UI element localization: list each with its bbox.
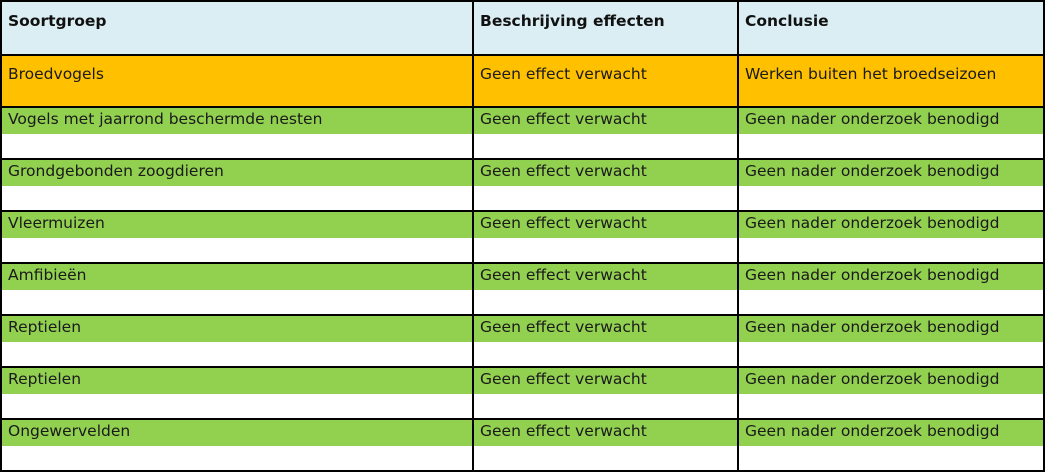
- cell-effecten: Geen effect verwacht: [474, 264, 739, 290]
- spacer-cell: [739, 134, 1043, 158]
- cell-effecten: Geen effect verwacht: [474, 420, 739, 446]
- table-row: Grondgebonden zoogdieren Geen effect ver…: [2, 160, 1043, 186]
- cell-conclusie: Geen nader onderzoek benodigd: [739, 316, 1043, 342]
- spacer-cell: [739, 394, 1043, 418]
- spacer-cell: [739, 186, 1043, 210]
- cell-soortgroep: Reptielen: [2, 368, 474, 394]
- spacer-cell: [2, 238, 474, 262]
- spacer-cell: [2, 446, 474, 470]
- spacer-cell: [474, 134, 739, 158]
- spacer-cell: [474, 446, 739, 470]
- header-soortgroep: Soortgroep: [2, 2, 474, 54]
- cell-conclusie: Geen nader onderzoek benodigd: [739, 160, 1043, 186]
- spacer-cell: [2, 342, 474, 366]
- divider: [2, 366, 1043, 368]
- table-row: Reptielen Geen effect verwacht Geen nade…: [2, 368, 1043, 394]
- spacer-cell: [2, 134, 474, 158]
- cell-soortgroep: Vleermuizen: [2, 212, 474, 238]
- table-row-spacer: [2, 238, 1043, 262]
- table-row: Vogels met jaarrond beschermde nesten Ge…: [2, 108, 1043, 134]
- cell-soortgroep: Reptielen: [2, 316, 474, 342]
- spacer-cell: [474, 290, 739, 314]
- cell-conclusie: Werken buiten het broedseizoen: [739, 56, 1043, 106]
- divider: [2, 210, 1043, 212]
- cell-effecten: Geen effect verwacht: [474, 316, 739, 342]
- header-beschrijving-effecten: Beschrijving effecten: [474, 2, 739, 54]
- cell-conclusie: Geen nader onderzoek benodigd: [739, 368, 1043, 394]
- cell-effecten: Geen effect verwacht: [474, 56, 739, 106]
- divider: [2, 54, 1043, 56]
- table-row: Amfibieën Geen effect verwacht Geen nade…: [2, 264, 1043, 290]
- spacer-cell: [739, 342, 1043, 366]
- spacer-cell: [474, 238, 739, 262]
- table-row: Broedvogels Geen effect verwacht Werken …: [2, 56, 1043, 106]
- spacer-cell: [2, 186, 474, 210]
- cell-soortgroep: Ongewervelden: [2, 420, 474, 446]
- table-row-spacer: [2, 394, 1043, 418]
- table-row-spacer: [2, 290, 1043, 314]
- table-row: Vleermuizen Geen effect verwacht Geen na…: [2, 212, 1043, 238]
- table-row-spacer: [2, 342, 1043, 366]
- header-conclusie: Conclusie: [739, 2, 1043, 54]
- divider: [2, 418, 1043, 420]
- cell-effecten: Geen effect verwacht: [474, 108, 739, 134]
- cell-soortgroep: Vogels met jaarrond beschermde nesten: [2, 108, 474, 134]
- spacer-cell: [2, 290, 474, 314]
- cell-conclusie: Geen nader onderzoek benodigd: [739, 108, 1043, 134]
- cell-conclusie: Geen nader onderzoek benodigd: [739, 420, 1043, 446]
- table-header-row: Soortgroep Beschrijving effecten Conclus…: [2, 2, 1043, 54]
- cell-soortgroep: Broedvogels: [2, 56, 474, 106]
- spacer-cell: [739, 446, 1043, 470]
- cell-conclusie: Geen nader onderzoek benodigd: [739, 212, 1043, 238]
- cell-conclusie: Geen nader onderzoek benodigd: [739, 264, 1043, 290]
- spacer-cell: [474, 186, 739, 210]
- table-row: Ongewervelden Geen effect verwacht Geen …: [2, 420, 1043, 446]
- cell-effecten: Geen effect verwacht: [474, 160, 739, 186]
- spacer-cell: [2, 394, 474, 418]
- divider: [2, 262, 1043, 264]
- spacer-cell: [474, 342, 739, 366]
- spacer-cell: [474, 394, 739, 418]
- divider: [2, 158, 1043, 160]
- table-row-spacer: [2, 134, 1043, 158]
- cell-soortgroep: Grondgebonden zoogdieren: [2, 160, 474, 186]
- cell-soortgroep: Amfibieën: [2, 264, 474, 290]
- spacer-cell: [739, 290, 1043, 314]
- table-row-spacer: [2, 186, 1043, 210]
- table-row-spacer: [2, 446, 1043, 470]
- divider: [2, 106, 1043, 108]
- table-row: Reptielen Geen effect verwacht Geen nade…: [2, 316, 1043, 342]
- divider: [2, 314, 1043, 316]
- cell-effecten: Geen effect verwacht: [474, 212, 739, 238]
- cell-effecten: Geen effect verwacht: [474, 368, 739, 394]
- spacer-cell: [739, 238, 1043, 262]
